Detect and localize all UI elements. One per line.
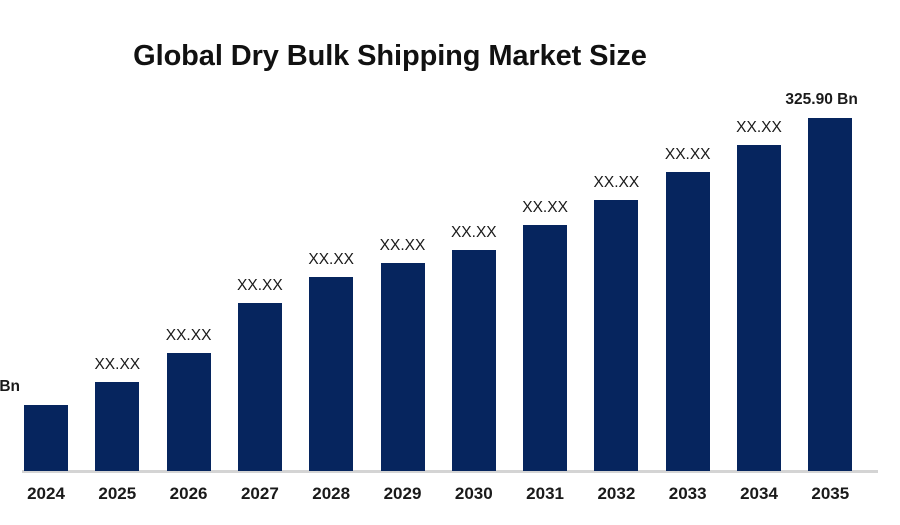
bar-2035[interactable] <box>808 118 853 471</box>
chart-title: Global Dry Bulk Shipping Market Size <box>133 40 647 72</box>
bar-group-2026[interactable]: XX.XX 2026 <box>165 0 212 525</box>
bar-2028[interactable] <box>309 277 354 471</box>
bar-2025[interactable] <box>95 382 140 471</box>
bar-value-label-2029: XX.XX <box>379 237 426 254</box>
bar-2027[interactable] <box>237 303 282 471</box>
x-axis-baseline <box>22 470 878 473</box>
x-axis-label-2034: 2034 <box>740 484 778 503</box>
bar-value-label-2030: XX.XX <box>450 224 497 241</box>
x-axis-label-2024: 2024 <box>27 484 65 503</box>
bar-2033[interactable] <box>665 172 710 471</box>
bar-group-2029[interactable]: XX.XX 2029 <box>379 0 426 525</box>
bar-group-2028[interactable]: XX.XX 2028 <box>308 0 355 525</box>
x-axis-label-2031: 2031 <box>526 484 565 503</box>
bar-group-2033[interactable]: XX.XX 2033 <box>664 0 711 525</box>
bar-group-2025[interactable]: XX.XX 2025 <box>94 0 141 525</box>
bar-value-label-2035: 325.90 Bn <box>785 91 858 108</box>
bar-value-label-2032: XX.XX <box>593 174 640 191</box>
bar-2034[interactable] <box>737 145 781 471</box>
bar-value-label-2025: XX.XX <box>94 356 141 373</box>
bar-group-2032[interactable]: XX.XX 2032 <box>593 0 640 525</box>
bar-group-2035[interactable]: 325.90 Bn 2035 <box>785 0 857 525</box>
bar-value-label-2024: 151.83 Bn <box>0 378 20 395</box>
bar-group-2024[interactable]: 151.83 Bn 2024 <box>0 0 68 525</box>
bar-2032[interactable] <box>594 200 639 471</box>
x-axis-label-2030: 2030 <box>454 484 493 503</box>
bar-2031[interactable] <box>523 225 568 471</box>
bar-group-2031[interactable]: XX.XX 2031 <box>522 0 568 525</box>
bar-2029[interactable] <box>380 263 425 471</box>
bar-group-2030[interactable]: XX.XX 2030 <box>450 0 497 525</box>
x-axis-label-2025: 2025 <box>98 484 137 503</box>
bar-value-label-2026: XX.XX <box>165 327 212 344</box>
x-axis-label-2027: 2027 <box>240 484 279 503</box>
x-axis-label-2028: 2028 <box>312 484 351 503</box>
x-axis-label-2029: 2029 <box>383 484 422 503</box>
x-axis-label-2032: 2032 <box>597 484 636 503</box>
bar-value-label-2034: XX.XX <box>736 119 782 136</box>
x-axis-label-2033: 2033 <box>668 484 707 503</box>
x-axis-label-2026: 2026 <box>169 484 208 503</box>
bar-value-label-2033: XX.XX <box>664 146 711 163</box>
bar-value-label-2031: XX.XX <box>522 199 568 216</box>
bar-value-label-2027: XX.XX <box>237 277 283 294</box>
x-axis-label-2035: 2035 <box>811 484 850 503</box>
bar-group-2034[interactable]: XX.XX 2034 <box>736 0 782 525</box>
bar-2024[interactable] <box>24 405 68 471</box>
bar-value-label-2028: XX.XX <box>308 251 355 268</box>
bar-group-2027[interactable]: XX.XX 2027 <box>237 0 283 525</box>
bar-2026[interactable] <box>166 353 211 471</box>
bar-2030[interactable] <box>451 250 496 471</box>
